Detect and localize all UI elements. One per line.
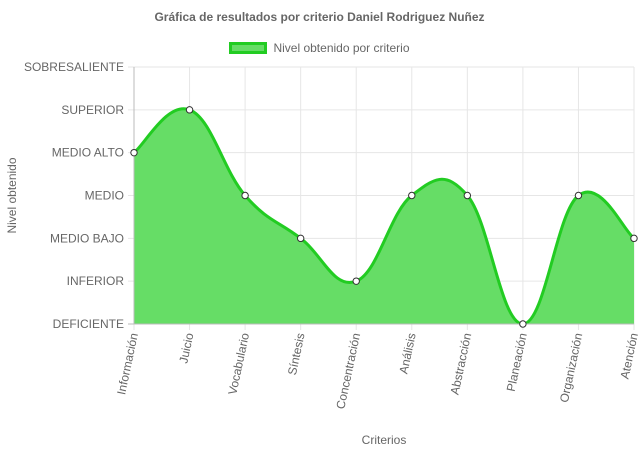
legend-swatch [229,42,268,54]
x-tick-label: Juicio [176,331,196,364]
legend[interactable]: Nivel obtenido por criterio [0,41,639,55]
data-point [296,234,305,243]
data-point [352,277,360,285]
data-point [630,234,638,243]
x-tick-label: Vocabulario [225,331,252,396]
data-point [241,191,249,200]
y-tick-label: MEDIO [85,189,124,203]
y-tick-label: MEDIO ALTO [52,146,124,160]
y-tick-label: DEFICIENTE [53,317,124,331]
y-tick-label: SOBRESALIENTE [24,60,124,74]
x-tick-label: Organización [557,332,585,404]
x-axis-title: Criterios [362,433,407,447]
y-tick-label: MEDIO BAJO [50,231,124,245]
y-tick-label: INFERIOR [67,274,125,288]
data-point [408,191,416,200]
x-tick-label: Planeación [504,332,530,393]
data-point [130,148,138,157]
series-area [134,108,634,324]
series-line [132,107,636,326]
chart-title: Gráfica de resultados por criterio Danie… [154,10,485,24]
data-point [185,106,194,114]
legend-label: Nivel obtenido por criterio [273,41,410,55]
x-tick-label: Abstracción [448,332,475,396]
x-tick-label: Síntesis [285,332,308,377]
data-point [463,191,472,200]
x-tick-label: Análisis [396,332,418,375]
x-tick-label: Información [114,332,141,396]
y-axis-title: Nivel obtenido [5,157,19,233]
data-point [574,191,583,200]
y-tick-label: SUPERIOR [61,103,124,117]
x-tick-label: Concentración [333,332,363,411]
data-point [519,320,527,328]
x-tick-label: Atención [618,332,639,381]
